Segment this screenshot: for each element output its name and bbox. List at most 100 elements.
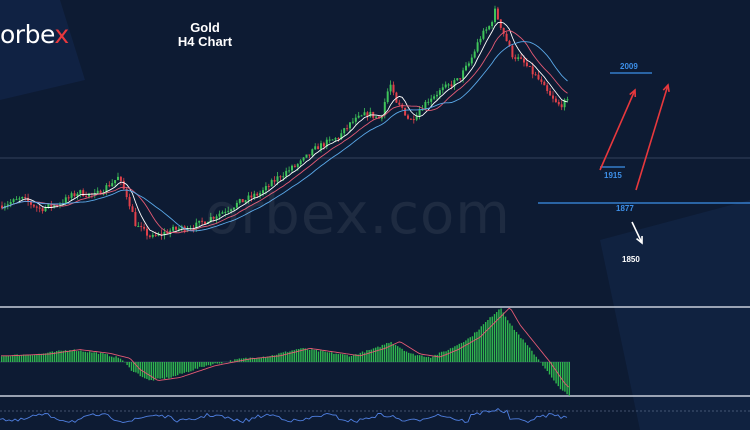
candle-body bbox=[386, 91, 389, 103]
macd-bar bbox=[309, 349, 311, 362]
candle-body bbox=[337, 138, 340, 140]
arrow-up-shaft bbox=[599, 89, 636, 171]
macd-bar bbox=[452, 347, 454, 362]
candle-body bbox=[195, 222, 198, 229]
candle-body bbox=[517, 57, 520, 59]
macd-bar bbox=[416, 355, 419, 362]
macd-bar bbox=[381, 344, 383, 362]
macd-bar bbox=[36, 354, 38, 362]
arrow-up-head bbox=[662, 83, 670, 93]
macd-bar bbox=[40, 353, 42, 362]
macd-bar bbox=[168, 362, 170, 379]
candle-body bbox=[366, 112, 369, 117]
macd-bar bbox=[284, 351, 287, 362]
macd-bar bbox=[555, 362, 557, 384]
macd-bar bbox=[119, 358, 122, 362]
candle-body bbox=[476, 42, 479, 52]
macd-bar bbox=[548, 362, 551, 375]
macd-bar bbox=[372, 348, 375, 362]
macd-bar bbox=[388, 343, 390, 362]
candle-body bbox=[224, 211, 227, 213]
macd-bar bbox=[302, 348, 304, 362]
macd-bar bbox=[73, 349, 75, 362]
macd-bar bbox=[551, 362, 553, 378]
macd-bar bbox=[412, 353, 414, 362]
macd-bar bbox=[526, 345, 529, 362]
candle-body bbox=[424, 101, 427, 110]
candle-body bbox=[198, 220, 201, 223]
orbex-logo: orbex bbox=[0, 20, 69, 49]
macd-bar bbox=[60, 350, 62, 362]
candle-body bbox=[67, 197, 70, 199]
macd-bar bbox=[434, 354, 436, 362]
level-label-2009: 2009 bbox=[620, 62, 638, 71]
macd-bar bbox=[18, 355, 20, 362]
candle-body bbox=[35, 206, 38, 208]
macd-bar bbox=[9, 356, 12, 362]
macd-bar bbox=[383, 344, 386, 362]
macd-bar bbox=[500, 308, 502, 362]
macd-bar bbox=[361, 351, 364, 362]
macd-bar bbox=[280, 352, 282, 362]
macd-bar bbox=[544, 362, 546, 369]
candle-body bbox=[404, 107, 407, 116]
macd-bar bbox=[95, 352, 97, 362]
candle-body bbox=[514, 57, 517, 59]
candle-body bbox=[73, 193, 76, 197]
candle-body bbox=[369, 111, 372, 117]
candle-body bbox=[131, 206, 134, 212]
macd-bar bbox=[86, 352, 89, 362]
macd-bar bbox=[12, 355, 14, 362]
macd-bar bbox=[509, 323, 511, 362]
candle-body bbox=[430, 98, 433, 102]
macd-bar bbox=[172, 362, 174, 377]
chart-title-line-1: Gold bbox=[190, 20, 220, 35]
macd-bar bbox=[221, 362, 223, 364]
macd-bar bbox=[42, 353, 45, 362]
candle-body bbox=[262, 190, 264, 194]
macd-bar bbox=[104, 353, 106, 362]
macd-bar bbox=[313, 349, 315, 362]
candle-body bbox=[53, 204, 56, 207]
macd-bar bbox=[234, 359, 236, 362]
candle-body bbox=[230, 209, 233, 211]
macd-bar bbox=[410, 353, 412, 362]
macd-bar bbox=[192, 362, 194, 371]
macd-bar bbox=[38, 353, 40, 362]
macd-bar bbox=[423, 356, 425, 362]
macd-bar bbox=[432, 356, 434, 362]
macd-bar bbox=[174, 362, 177, 377]
candle-body bbox=[543, 81, 546, 86]
macd-bar bbox=[368, 350, 370, 362]
macd-bar bbox=[399, 347, 401, 362]
macd-bar bbox=[271, 355, 273, 362]
macd-bar bbox=[520, 338, 522, 362]
chart-title-line-2: H4 Chart bbox=[177, 34, 233, 49]
candle-body bbox=[427, 101, 430, 103]
candle-body bbox=[235, 202, 238, 208]
macd-bar bbox=[419, 355, 421, 362]
candle-body bbox=[160, 233, 163, 236]
macd-bar bbox=[306, 349, 309, 362]
candle-body bbox=[296, 164, 299, 167]
candle-body bbox=[233, 207, 235, 210]
macd-bar bbox=[311, 349, 313, 362]
candle-body bbox=[502, 27, 505, 34]
macd-bar bbox=[496, 312, 498, 362]
candle-body bbox=[264, 186, 267, 191]
candle-body bbox=[496, 8, 499, 20]
macd-bar bbox=[465, 340, 467, 362]
macd-bar bbox=[515, 331, 518, 362]
macd-bar bbox=[29, 354, 31, 362]
macd-bar bbox=[45, 353, 47, 362]
macd-bar bbox=[161, 362, 163, 379]
candle-body bbox=[438, 90, 441, 95]
macd-bar bbox=[196, 362, 199, 369]
arrow-down-shaft bbox=[631, 221, 643, 244]
macd-bar bbox=[564, 362, 566, 392]
macd-bar bbox=[258, 357, 260, 362]
candle-body bbox=[128, 197, 131, 207]
macd-bar bbox=[344, 354, 346, 362]
candle-body bbox=[9, 202, 12, 205]
macd-bar bbox=[491, 316, 493, 362]
